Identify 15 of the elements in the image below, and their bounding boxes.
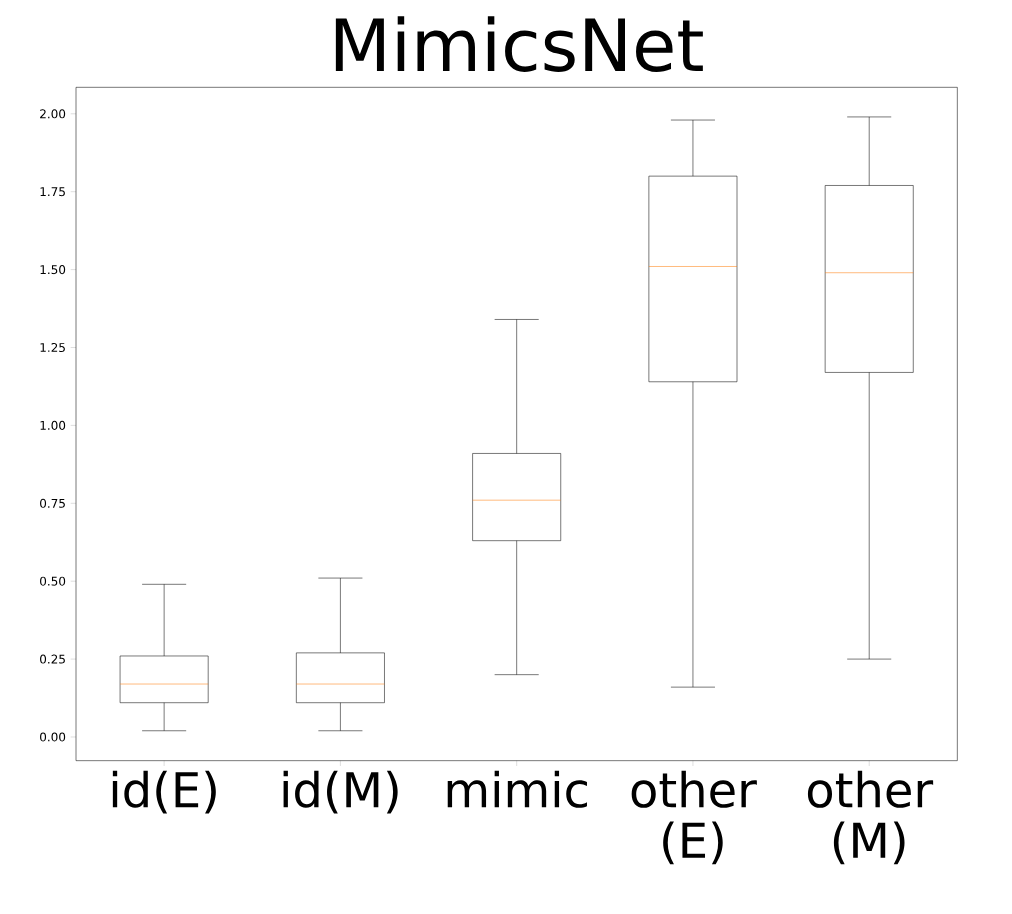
y-tick-label: 1.50	[40, 265, 66, 275]
chart-title: MimicsNet	[335, 16, 703, 72]
y-tick-label: 0.50	[40, 576, 66, 586]
x-tick-label: other (E)	[631, 770, 757, 865]
y-tick-label: 0.00	[40, 732, 66, 742]
y-tick-label: 2.00	[40, 109, 66, 119]
y-tick-label: 0.25	[40, 654, 65, 664]
x-tick-label: id(E)	[112, 770, 216, 814]
y-tick-label: 0.75	[40, 498, 65, 508]
y-tick-label: 1.00	[40, 420, 66, 430]
x-tick-label: other (M)	[807, 770, 934, 865]
x-tick-label: id(M)	[283, 770, 398, 814]
y-tick-label: 1.25	[40, 342, 65, 353]
y-tick-label: 1.75	[40, 187, 65, 197]
x-tick-label: mimic	[447, 770, 587, 808]
